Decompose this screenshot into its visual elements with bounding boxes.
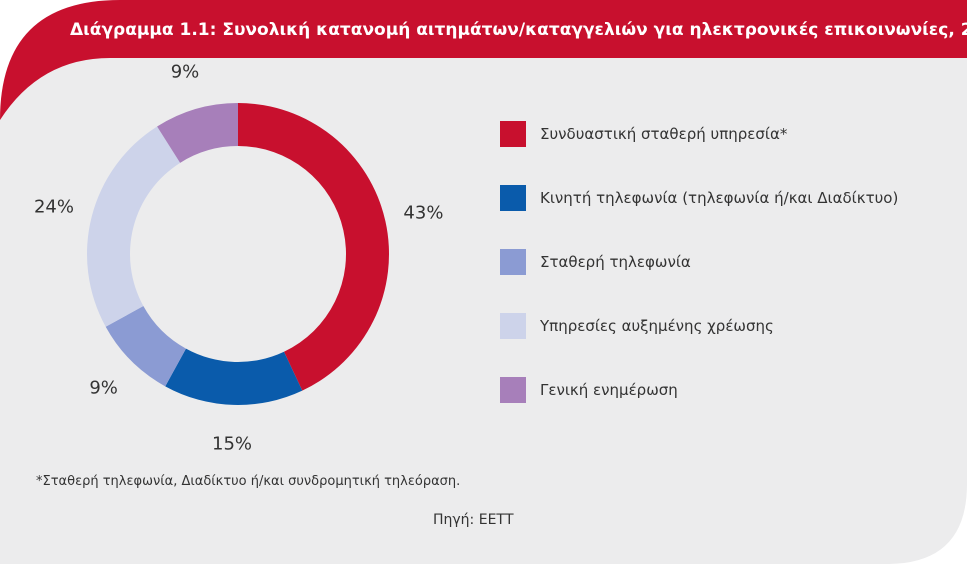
legend-label: Σταθερή τηλεφωνία (540, 253, 691, 271)
slice-label-3: 9% (89, 377, 118, 399)
legend-label: Συνδυαστική σταθερή υπηρεσία* (540, 125, 788, 143)
legend-label: Υπηρεσίες αυξημένης χρέωσης (540, 317, 774, 335)
slice-label-2: 15% (212, 433, 253, 455)
legend-swatch (500, 249, 526, 275)
legend-swatch (500, 121, 526, 147)
footnote: *Σταθερή τηλεφωνία, Διαδίκτυο ή/και συνδ… (36, 474, 461, 489)
source-note: Πηγή: ΕΕΤΤ (433, 512, 514, 528)
donut-slice-5 (157, 103, 238, 163)
legend-item-5: Γενική ενημέρωση (500, 374, 898, 406)
chart-legend: Συνδυαστική σταθερή υπηρεσία* Κινητή τηλε… (500, 118, 898, 438)
legend-item-3: Σταθερή τηλεφωνία (500, 246, 898, 278)
legend-item-2: Κινητή τηλεφωνία (τηλεφωνία ή/και Διαδίκ… (500, 182, 898, 214)
legend-item-4: Υπηρεσίες αυξημένης χρέωσης (500, 310, 898, 342)
donut-slice-1 (238, 103, 389, 391)
legend-swatch (500, 185, 526, 211)
donut-slice-3 (105, 306, 186, 387)
donut-slice-2 (165, 348, 303, 406)
legend-label: Γενική ενημέρωση (540, 381, 678, 399)
legend-label: Κινητή τηλεφωνία (τηλεφωνία ή/και Διαδίκ… (540, 189, 899, 207)
slice-label-5: 9% (170, 61, 200, 83)
donut-slice-4 (86, 126, 181, 327)
chart-title: Διάγραμμα 1.1: Συνολική κατανομή αιτημάτ… (70, 20, 967, 40)
slice-label-1: 43% (403, 202, 444, 224)
slice-label-4: 24% (33, 196, 74, 218)
legend-swatch (500, 377, 526, 403)
legend-item-1: Συνδυαστική σταθερή υπηρεσία* (500, 118, 898, 150)
legend-swatch (500, 313, 526, 339)
title-bar (0, 0, 967, 120)
